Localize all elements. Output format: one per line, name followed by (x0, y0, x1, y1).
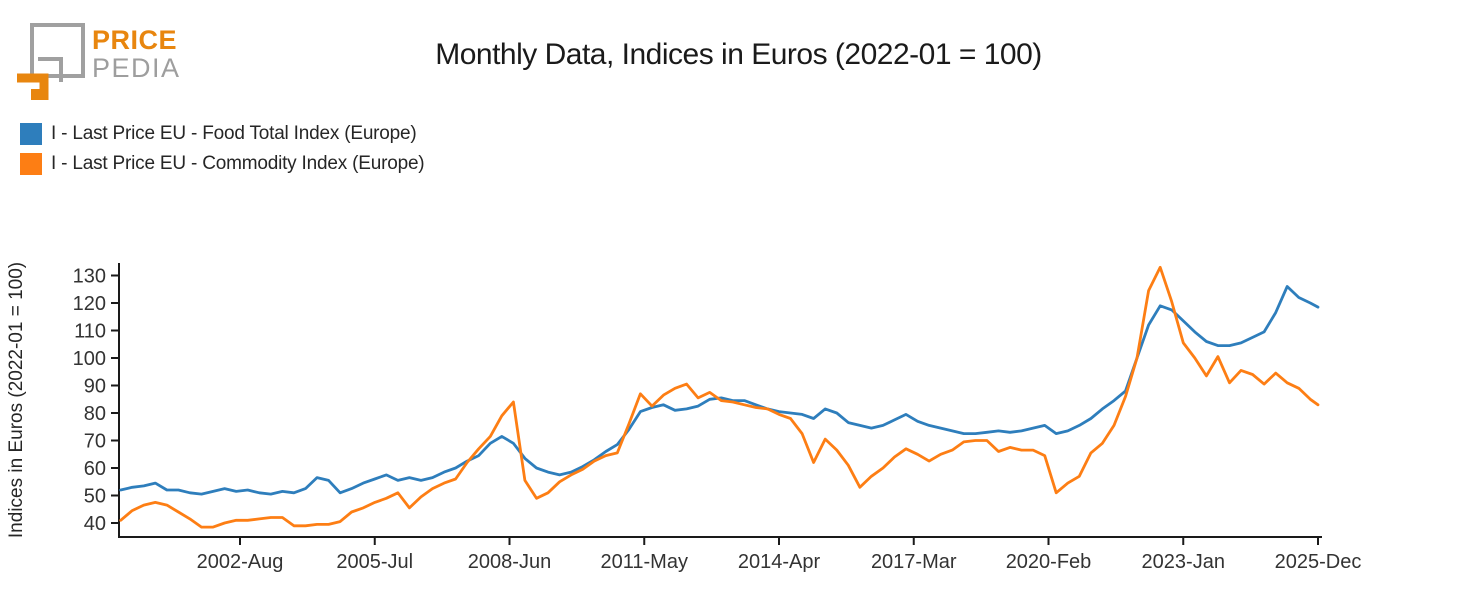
legend-swatch-commodity-index (20, 153, 42, 175)
x-tick-label: 2011-May (601, 551, 688, 573)
logo-word-price: PRICE (92, 25, 178, 55)
y-tick-label: 110 (74, 321, 106, 343)
x-tick-label: 2020-Feb (1006, 551, 1092, 573)
y-tick-label: 60 (84, 458, 106, 480)
y-axis-title: Indices in Euros (2022-01 = 100) (6, 262, 27, 538)
y-tick-label: 120 (73, 293, 106, 315)
series-line-commodity-index (119, 265, 1320, 529)
pricepedia-logo-text: PRICE PEDIA (92, 26, 181, 83)
y-tick-label: 50 (84, 486, 106, 508)
legend-row-commodity-index: I - Last Price EU - Commodity Index (Eur… (20, 149, 425, 179)
chart-axes (118, 263, 1322, 538)
x-tick-label: 2023-Jan (1142, 551, 1225, 573)
legend-swatch-food-index (20, 123, 42, 145)
x-tick-label: 2005-Jul (336, 551, 413, 573)
legend-label-food-index: I - Last Price EU - Food Total Index (Eu… (51, 123, 417, 144)
pricepedia-logo: PRICE PEDIA (8, 12, 181, 100)
series-line-food-total-index (119, 285, 1320, 496)
logo-word-pedia: PEDIA (92, 53, 181, 84)
x-tick-label: 2017-Mar (871, 551, 957, 573)
y-tick-label: 80 (84, 403, 106, 425)
chart-title: Monthly Data, Indices in Euros (2022-01 … (435, 38, 1042, 71)
x-tick-label: 2014-Apr (738, 551, 821, 573)
pricepedia-logo-icon (17, 23, 85, 100)
chart-legend: I - Last Price EU - Food Total Index (Eu… (20, 119, 425, 179)
y-tick-label: 40 (84, 513, 106, 535)
x-tick-label: 2025-Dec (1275, 551, 1362, 573)
x-tick-label: 2008-Jun (468, 551, 551, 573)
y-tick-label: 100 (73, 348, 106, 370)
legend-label-commodity-index: I - Last Price EU - Commodity Index (Eur… (51, 153, 425, 174)
y-tick-label: 70 (84, 431, 106, 453)
x-tick-label: 2002-Aug (197, 551, 284, 573)
legend-row-food-index: I - Last Price EU - Food Total Index (Eu… (20, 119, 424, 149)
y-tick-label: 90 (84, 376, 106, 398)
y-tick-label: 130 (73, 266, 106, 288)
